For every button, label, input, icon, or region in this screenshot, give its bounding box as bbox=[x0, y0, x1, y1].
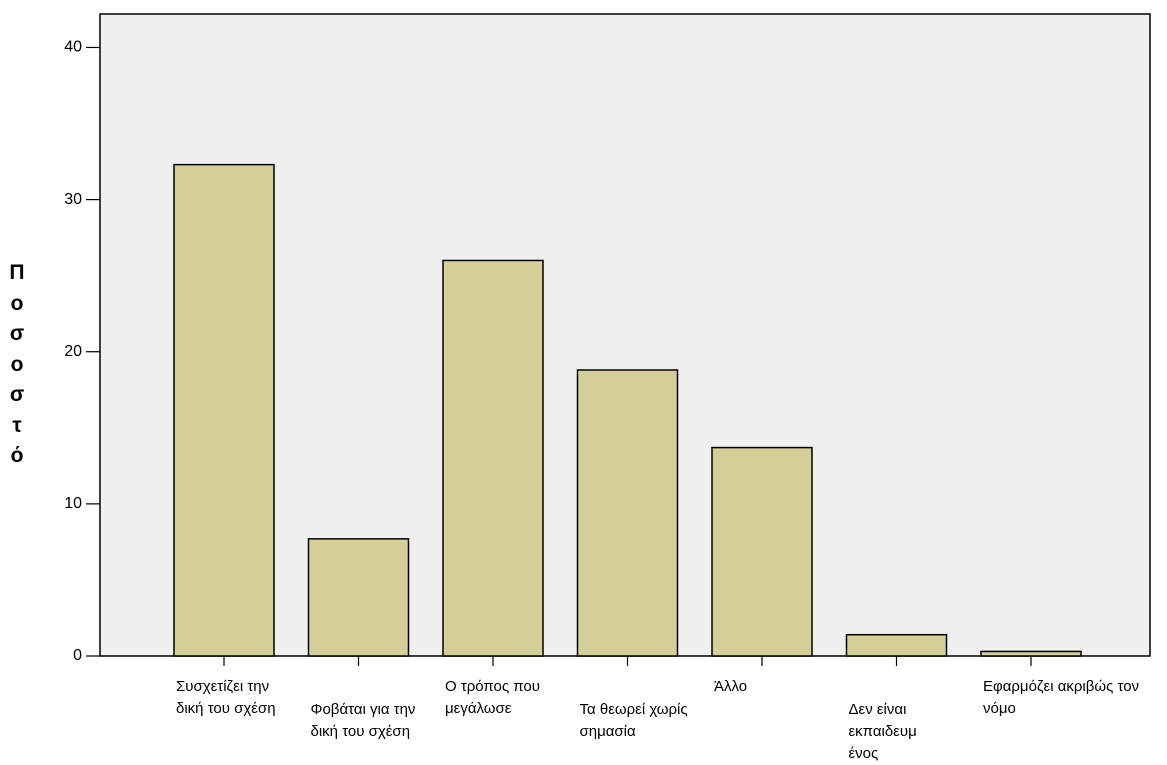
bar bbox=[307, 538, 410, 657]
x-tick-label: Άλλο bbox=[714, 678, 748, 695]
y-tick-label: 0 bbox=[73, 647, 82, 664]
bar bbox=[980, 650, 1082, 657]
y-tick-label: 20 bbox=[64, 343, 82, 360]
bar bbox=[845, 633, 948, 657]
page: {"chart_data": {"type": "bar", "y_label"… bbox=[9, 13, 1151, 762]
x-tick-label: Εφαρμόζει ακριβώς τον νόμο bbox=[983, 678, 1140, 717]
x-tick-label: Ο τρόπος που μεγάλωσε bbox=[445, 678, 540, 717]
x-tick-label: Δεν είναι εκπαιδευμ ένος bbox=[848, 701, 917, 762]
x-tick-label: Τα θεωρεί χωρίς σημασία bbox=[579, 701, 688, 740]
chart: 0 10 20 30 40 bbox=[64, 13, 1151, 666]
bar bbox=[576, 369, 679, 657]
y-tick-label: 10 bbox=[64, 495, 82, 512]
bar bbox=[711, 446, 813, 657]
y-tick-label: 40 bbox=[64, 39, 82, 56]
x-tick-label: Φοβάται για την δική του σχέση bbox=[310, 701, 416, 740]
y-axis-label: Ποσοστό bbox=[9, 261, 25, 467]
bar bbox=[442, 259, 544, 657]
x-tick-label: Συσχετίζει την δική του σχέση bbox=[176, 678, 276, 717]
bar bbox=[173, 163, 275, 657]
y-tick-label: 30 bbox=[64, 191, 82, 208]
